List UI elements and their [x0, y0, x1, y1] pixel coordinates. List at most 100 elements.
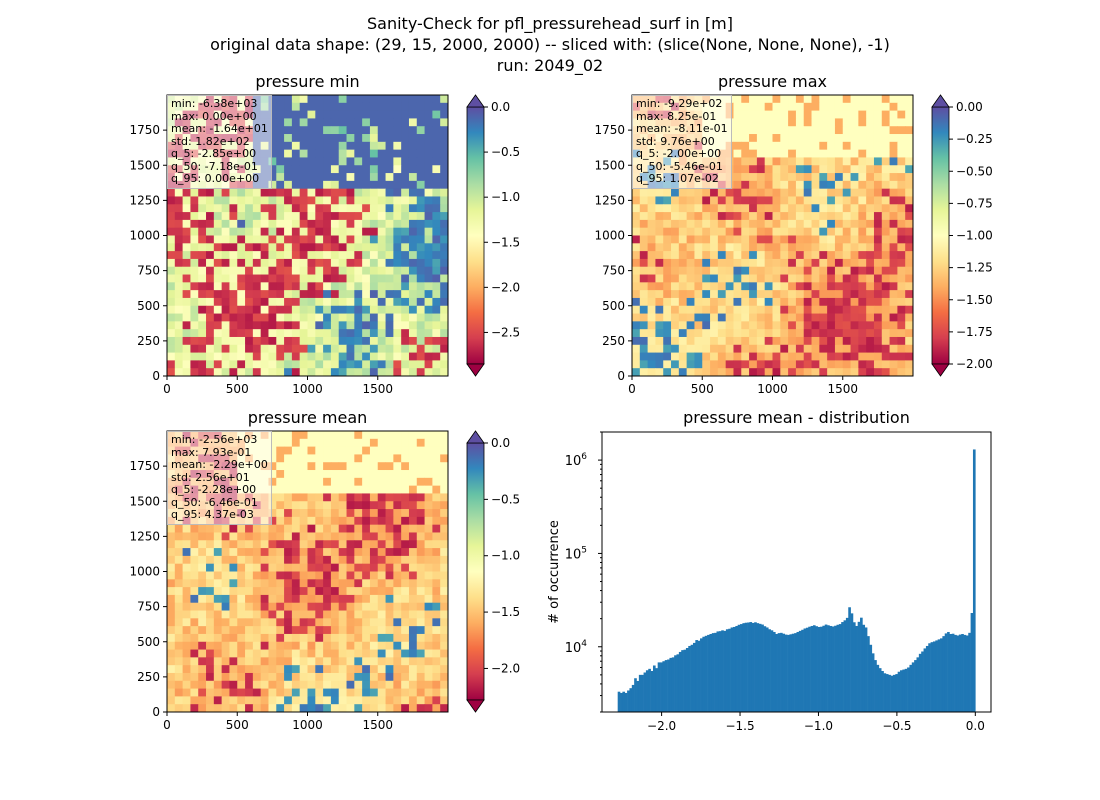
pixel-cell — [632, 368, 641, 377]
pixel-cell — [346, 321, 355, 330]
colorbar-extend-bottom — [931, 363, 950, 377]
pixel-cell — [632, 344, 641, 353]
pixel-cell — [416, 555, 425, 565]
pixel-cell — [756, 219, 766, 229]
pixel-cell — [213, 336, 223, 346]
x-tick-label: 0 — [628, 382, 636, 396]
pixel-cell — [315, 368, 324, 377]
pixel-cell — [803, 212, 812, 221]
pixel-cell — [190, 641, 199, 650]
pixel-cell — [440, 266, 449, 275]
pixel-cell — [260, 540, 269, 549]
pixel-cell — [213, 672, 223, 682]
y-tick-label: 1500 — [129, 494, 160, 508]
pixel-cell — [206, 672, 215, 682]
pixel-cell — [393, 95, 402, 104]
pixel-cell — [206, 297, 215, 307]
pixel-cell — [416, 126, 425, 135]
pixel-cell — [749, 297, 758, 307]
pixel-cell — [881, 344, 890, 353]
pixel-cell — [440, 305, 449, 314]
pixel-cell — [174, 602, 184, 611]
pixel-cell — [291, 688, 301, 697]
pixel-cell — [291, 509, 301, 518]
pixel-cell — [897, 258, 906, 268]
pixel-cell — [268, 157, 277, 166]
pixel-cell — [401, 477, 410, 487]
pixel-cell — [710, 204, 719, 213]
pixel-cell — [788, 188, 797, 197]
pixel-cell — [167, 219, 176, 229]
pixel-cell — [385, 594, 394, 604]
pixel-cell — [330, 672, 340, 682]
pixel-cell — [416, 477, 425, 487]
histogram-bar — [643, 672, 647, 712]
pixel-cell — [694, 360, 703, 369]
pixel-cell — [299, 141, 308, 151]
pixel-cell — [276, 438, 285, 448]
pixel-cell — [881, 118, 890, 127]
pixel-cell — [299, 313, 308, 322]
pixel-cell — [881, 188, 890, 197]
pixel-cell — [268, 641, 277, 650]
pixel-cell — [385, 204, 394, 213]
pixel-cell — [710, 251, 719, 260]
pixel-cell — [741, 360, 750, 369]
pixel-cell — [284, 360, 293, 369]
pixel-cell — [733, 118, 742, 127]
pixel-cell — [881, 165, 890, 174]
pixel-cell — [369, 438, 379, 448]
histogram-bar — [874, 660, 877, 712]
pixel-cell — [424, 509, 433, 518]
pixel-cell — [733, 344, 742, 353]
pixel-cell — [330, 548, 340, 557]
pixel-cell — [268, 219, 277, 229]
pixel-cell — [299, 95, 308, 104]
pixel-cell — [905, 188, 914, 197]
pixel-cell — [299, 305, 308, 314]
pixel-cell — [190, 626, 199, 635]
pixel-cell — [245, 329, 254, 338]
pixel-cell — [788, 196, 797, 205]
pixel-cell — [881, 368, 890, 377]
pixel-cell — [174, 235, 184, 244]
pixel-cell — [284, 704, 293, 713]
pixel-cell — [276, 95, 285, 104]
pixel-cell — [182, 352, 191, 361]
pixel-cell — [834, 336, 844, 346]
pixel-cell — [284, 501, 293, 510]
pixel-cell — [323, 329, 332, 338]
pixel-cell — [842, 235, 851, 244]
pixel-cell — [717, 336, 727, 346]
pixel-cell — [678, 368, 688, 377]
pixel-cell — [229, 633, 238, 643]
y-tick-label: 750 — [137, 600, 160, 614]
pixel-cell — [749, 352, 758, 361]
colorbar-tick-label: −1.00 — [956, 229, 993, 243]
pixel-cell — [393, 672, 402, 682]
pixel-cell — [749, 134, 758, 143]
pixel-cell — [346, 680, 355, 689]
pixel-cell — [385, 548, 394, 557]
pixel-cell — [905, 227, 914, 236]
pixel-cell — [393, 493, 402, 502]
pixel-cell — [307, 431, 316, 440]
pixel-cell — [284, 555, 293, 565]
pixel-cell — [252, 540, 262, 549]
pixel-cell — [827, 235, 836, 244]
pixel-cell — [338, 196, 347, 205]
pixel-cell — [369, 126, 379, 135]
colorbar-tick-label: −1.0 — [491, 549, 520, 563]
pixel-cell — [866, 157, 875, 166]
pixel-cell — [408, 594, 418, 604]
pixel-cell — [369, 524, 379, 533]
pixel-cell — [749, 196, 758, 205]
pixel-cell — [362, 446, 371, 455]
pixel-cell — [369, 243, 379, 252]
pixel-cell — [213, 540, 223, 549]
histogram-bar — [631, 684, 635, 712]
pixel-cell — [315, 196, 324, 205]
pixel-cell — [897, 352, 906, 361]
pixel-cell — [858, 336, 867, 346]
pixel-cell — [237, 649, 246, 658]
